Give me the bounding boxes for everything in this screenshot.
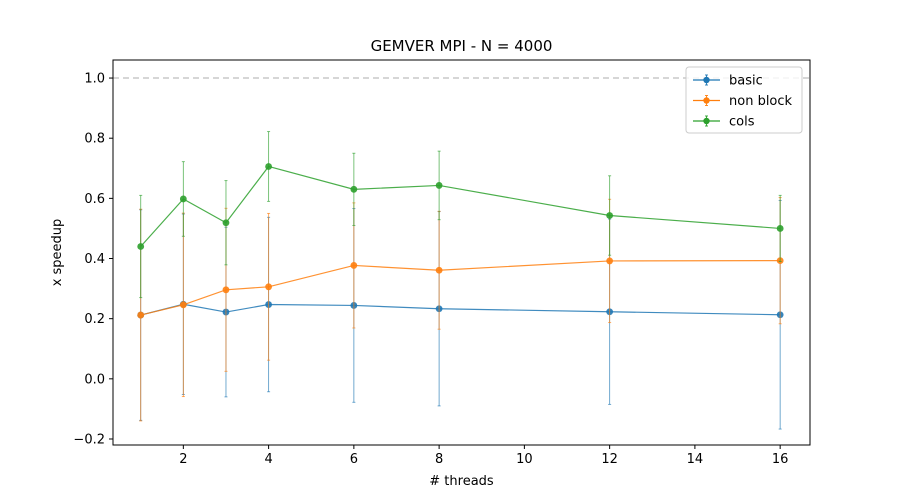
series-line-cols	[140, 165, 781, 247]
x-tick-label: 10	[516, 452, 533, 467]
y-tick-label: 1.0	[84, 72, 105, 87]
data-point-cols	[137, 243, 145, 250]
data-point-cols	[179, 195, 187, 203]
legend: basic non block cols	[685, 66, 803, 134]
data-point-non-block	[350, 262, 358, 269]
legend-marker-cols	[703, 117, 710, 125]
data-point-cols	[435, 182, 443, 189]
x-axis-label: # threads	[429, 474, 494, 489]
legend-label-non-block: non block	[729, 94, 793, 109]
y-tick-label: 0.0	[84, 372, 105, 387]
legend-entry-basic: basic	[693, 74, 763, 89]
series-line-non-block	[140, 260, 781, 316]
x-tick-label: 6	[350, 452, 358, 467]
y-tick-label: −0.2	[73, 432, 105, 447]
x-tick-label: 4	[264, 452, 272, 467]
y-axis-ticks: −0.2 0.0 0.2 0.4 0.6 0.8 1.0	[73, 72, 113, 447]
series-basic	[137, 200, 784, 430]
data-point-cols	[606, 212, 614, 219]
series-cols	[137, 131, 784, 299]
y-tick-label: 0.2	[84, 312, 105, 327]
series-line-basic	[140, 303, 781, 316]
chart-title: GEMVER MPI - N = 4000	[371, 37, 553, 55]
legend-marker-non-block	[703, 97, 710, 104]
legend-marker-basic	[703, 76, 710, 84]
legend-entry-non-block: non block	[693, 94, 793, 109]
data-point-non-block	[179, 301, 187, 309]
x-tick-label: 8	[435, 452, 443, 467]
data-point-non-block	[222, 286, 230, 294]
y-tick-label: 0.6	[84, 192, 105, 207]
data-point-non-block	[435, 266, 443, 274]
data-point-non-block	[137, 311, 145, 319]
x-tick-label: 14	[687, 452, 704, 467]
x-tick-label: 2	[179, 452, 187, 467]
x-tick-label: 16	[772, 452, 789, 467]
legend-box	[685, 66, 803, 134]
y-tick-label: 0.8	[84, 132, 105, 147]
y-axis-label: x speedup	[50, 219, 65, 287]
data-point-non-block	[265, 283, 272, 291]
data-point-cols	[222, 219, 230, 227]
data-point-cols	[265, 163, 272, 170]
data-point-non-block	[606, 257, 614, 265]
data-point-cols	[776, 225, 784, 232]
legend-entry-cols: cols	[693, 115, 755, 130]
data-point-cols	[350, 185, 358, 193]
legend-label-cols: cols	[729, 115, 755, 130]
series-layer	[137, 131, 784, 430]
plot-area-frame	[112, 59, 811, 446]
legend-label-basic: basic	[729, 74, 763, 89]
x-tick-label: 12	[601, 452, 618, 467]
y-tick-label: 0.4	[84, 252, 105, 267]
x-axis-ticks: 2 4 6 8 10 12 14 16	[179, 445, 788, 467]
